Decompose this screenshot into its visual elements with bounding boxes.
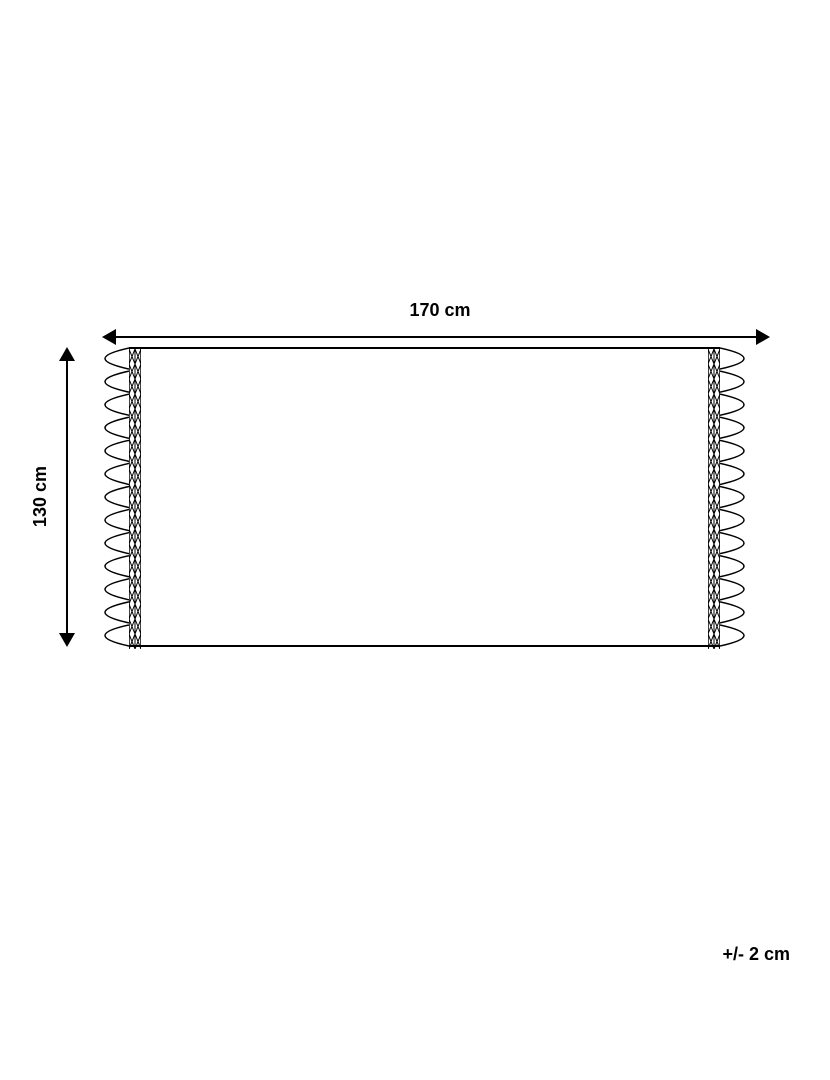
width-dimension-label: 170 cm — [80, 300, 800, 321]
arrow-right-icon — [756, 329, 770, 345]
fringe-left — [79, 347, 129, 647]
fringe-right — [720, 347, 770, 647]
arrow-down-icon — [59, 633, 75, 647]
edge-pattern-right — [708, 349, 720, 649]
edge-pattern-left — [129, 349, 141, 649]
height-dimension-label: 130 cm — [30, 466, 51, 527]
width-dimension-arrow — [102, 329, 770, 345]
height-dimension-arrow — [59, 347, 75, 647]
tolerance-label: +/- 2 cm — [722, 944, 790, 965]
product-body — [129, 347, 720, 647]
dimension-diagram: 170 cm 130 cm — [30, 300, 800, 647]
product-outline — [79, 347, 770, 647]
